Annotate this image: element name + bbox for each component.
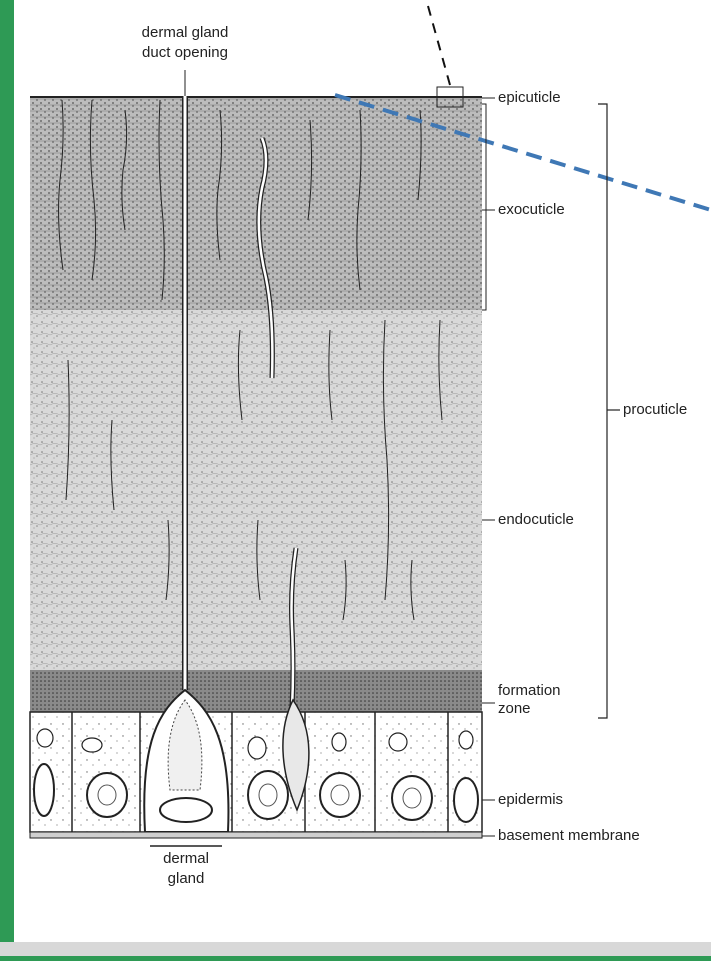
label-epidermis: epidermis: [498, 791, 564, 808]
inset-box: [436, 86, 464, 108]
panel-bottom-strip: [0, 942, 711, 956]
leader-lines: [184, 70, 495, 837]
callout-dashed-line: [334, 93, 711, 212]
label-dermal-gland-2: gland: [167, 870, 205, 887]
endocuticle-layer: [30, 310, 482, 670]
vacuoles: [36, 728, 474, 760]
exocuticle-layer: [30, 97, 482, 310]
procuticle-bracket: [598, 103, 608, 719]
label-duct-opening-2: duct opening: [142, 44, 228, 61]
label-formation-zone-2: zone: [498, 700, 531, 717]
spindle-gland-cell: [282, 698, 310, 812]
nucleus-centers: [97, 783, 422, 809]
label-procuticle: procuticle: [623, 401, 688, 418]
label-epicuticle: epicuticle: [498, 89, 561, 106]
label-duct-opening-1: dermal gland: [141, 24, 229, 41]
pore-canals: [58, 99, 443, 621]
label-formation-zone-1: formation: [498, 682, 561, 699]
inset-pointer: [427, 5, 451, 86]
label-exocuticle: exocuticle: [498, 201, 565, 218]
exocuticle-bracket: [482, 103, 487, 311]
formation-zone-layer: [30, 670, 482, 712]
label-basement-membrane: basement membrane: [498, 827, 640, 844]
basement-membrane-layer: [29, 831, 483, 839]
label-endocuticle: endocuticle: [498, 511, 574, 528]
label-dermal-gland-1: dermal: [163, 850, 209, 867]
